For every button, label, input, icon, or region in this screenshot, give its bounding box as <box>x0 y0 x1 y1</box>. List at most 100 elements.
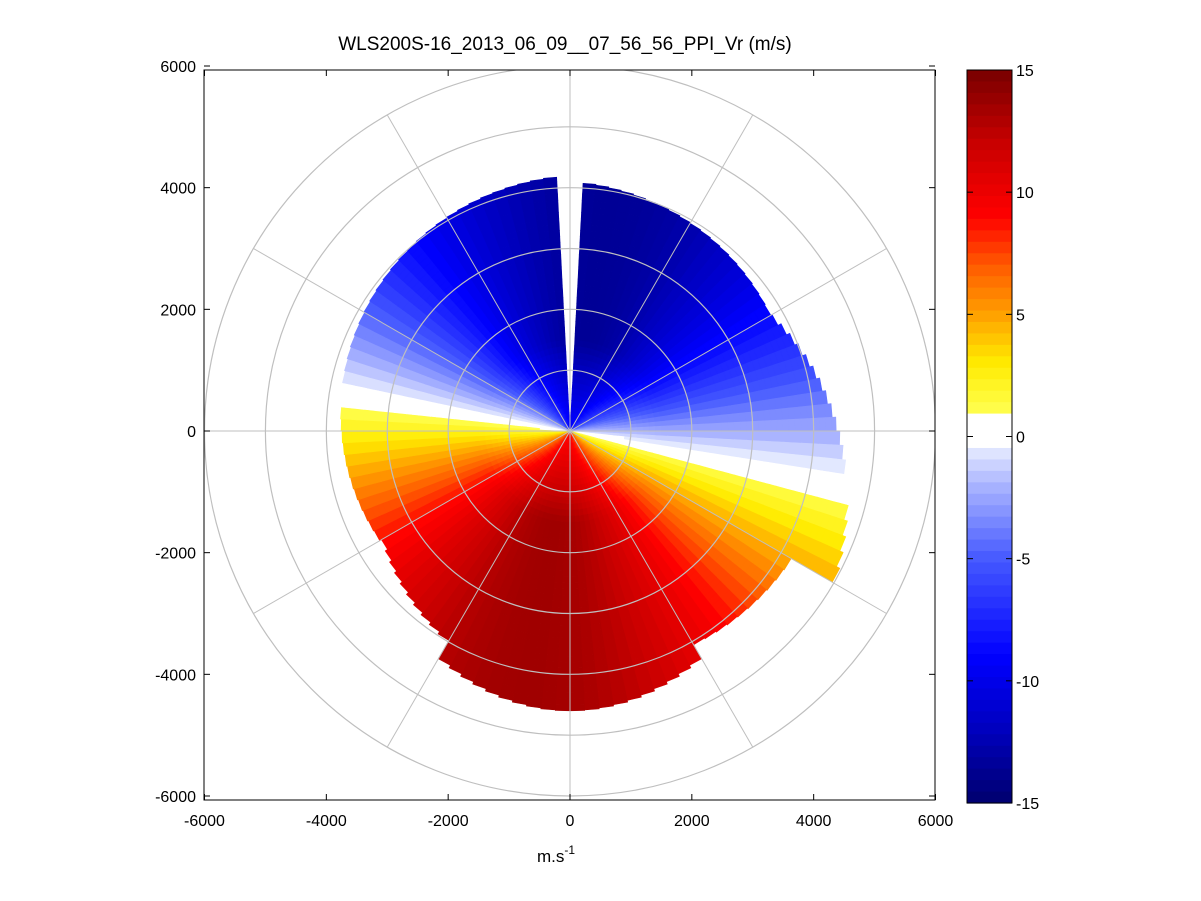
velocity-cell <box>466 435 474 443</box>
velocity-cell <box>569 625 581 633</box>
velocity-cell <box>472 425 480 432</box>
velocity-cell <box>558 527 566 535</box>
velocity-cell <box>423 415 432 425</box>
velocity-cell <box>341 430 346 444</box>
velocity-cell <box>569 582 579 590</box>
velocity-cell <box>702 416 711 425</box>
velocity-cell <box>580 224 592 232</box>
velocity-cell <box>578 594 589 602</box>
velocity-cell <box>727 422 735 432</box>
velocity-cell <box>548 624 561 632</box>
velocity-cell <box>441 430 449 439</box>
velocity-cell <box>581 538 589 547</box>
velocity-cell <box>574 527 582 535</box>
velocity-cell <box>484 430 492 436</box>
velocity-cell <box>460 419 468 426</box>
velocity-cell <box>673 424 680 432</box>
velocity-cell <box>559 612 571 620</box>
velocity-cell <box>569 497 575 505</box>
velocity-cell <box>380 420 388 432</box>
velocity-cell <box>757 410 766 422</box>
velocity-cell <box>578 600 589 608</box>
velocity-cell <box>551 315 559 324</box>
velocity-cell <box>547 636 560 644</box>
velocity-cell <box>429 430 437 439</box>
colorbar-swatch <box>967 459 1012 472</box>
velocity-cell <box>350 430 358 443</box>
velocity-cell <box>577 587 588 596</box>
velocity-cell <box>769 409 778 421</box>
x-axis-label-superscript: -1 <box>564 843 575 857</box>
velocity-cell <box>435 437 444 446</box>
velocity-cell <box>574 515 580 523</box>
velocity-cell <box>564 521 571 529</box>
velocity-cell <box>561 582 571 590</box>
velocity-cell <box>819 417 827 432</box>
velocity-cell <box>569 509 575 517</box>
velocity-cell <box>559 618 571 627</box>
colorbar-swatch <box>967 104 1012 117</box>
colorbar-swatch <box>967 482 1012 495</box>
velocity-cell <box>666 425 674 432</box>
velocity-cell <box>836 444 844 460</box>
velocity-cell <box>739 421 748 432</box>
velocity-cell <box>569 691 585 700</box>
velocity-cell <box>569 539 577 547</box>
velocity-cell <box>472 430 480 437</box>
velocity-cell <box>569 527 576 535</box>
velocity-cell <box>648 426 656 432</box>
velocity-cell <box>466 419 474 427</box>
velocity-cell <box>709 430 717 439</box>
velocity-cell <box>654 421 662 427</box>
velocity-cell <box>567 406 570 414</box>
velocity-cell <box>752 430 760 442</box>
velocity-cell <box>673 430 680 438</box>
velocity-cell <box>399 421 407 432</box>
velocity-cell <box>562 357 567 365</box>
velocity-cell <box>556 679 571 687</box>
velocity-cell <box>460 430 467 438</box>
velocity-cell <box>764 420 772 432</box>
velocity-cell <box>636 426 644 432</box>
velocity-cell <box>569 661 583 669</box>
velocity-cell <box>569 649 583 657</box>
velocity-cell <box>490 434 498 440</box>
colorbar-swatch <box>967 70 1012 83</box>
velocity-cell <box>411 422 419 432</box>
velocity-cell <box>721 438 729 448</box>
velocity-cell <box>685 430 693 438</box>
velocity-cell <box>558 643 571 651</box>
velocity-cell <box>362 430 370 443</box>
velocity-cell <box>831 430 839 446</box>
velocity-cell <box>423 430 431 439</box>
velocity-cell <box>577 278 587 287</box>
x-tick-label: 4000 <box>796 813 832 830</box>
colorbar-swatch <box>967 207 1012 220</box>
velocity-cell <box>561 351 567 359</box>
velocity-cell <box>417 422 425 432</box>
colorbar-swatch <box>967 447 1012 460</box>
velocity-cell <box>794 418 802 432</box>
velocity-cell <box>411 438 419 448</box>
velocity-cell <box>356 419 364 432</box>
colorbar-swatch <box>967 413 1012 426</box>
velocity-cell <box>565 388 569 396</box>
velocity-cell <box>344 418 352 432</box>
velocity-cell <box>776 430 784 443</box>
velocity-cell <box>340 406 347 420</box>
velocity-cell <box>569 552 578 560</box>
velocity-cell <box>554 704 571 712</box>
velocity-cell <box>691 423 699 432</box>
velocity-cell <box>565 394 569 402</box>
velocity-cell <box>574 333 581 341</box>
velocity-cell <box>665 414 674 422</box>
velocity-cell <box>554 284 564 293</box>
colorbar-swatch <box>967 218 1012 231</box>
colorbar-swatch <box>967 390 1012 403</box>
velocity-cell <box>502 430 510 435</box>
velocity-cell <box>558 631 571 639</box>
velocity-cell <box>478 425 486 432</box>
velocity-cell <box>540 702 557 711</box>
velocity-cell <box>447 430 455 438</box>
velocity-cell <box>671 413 680 421</box>
